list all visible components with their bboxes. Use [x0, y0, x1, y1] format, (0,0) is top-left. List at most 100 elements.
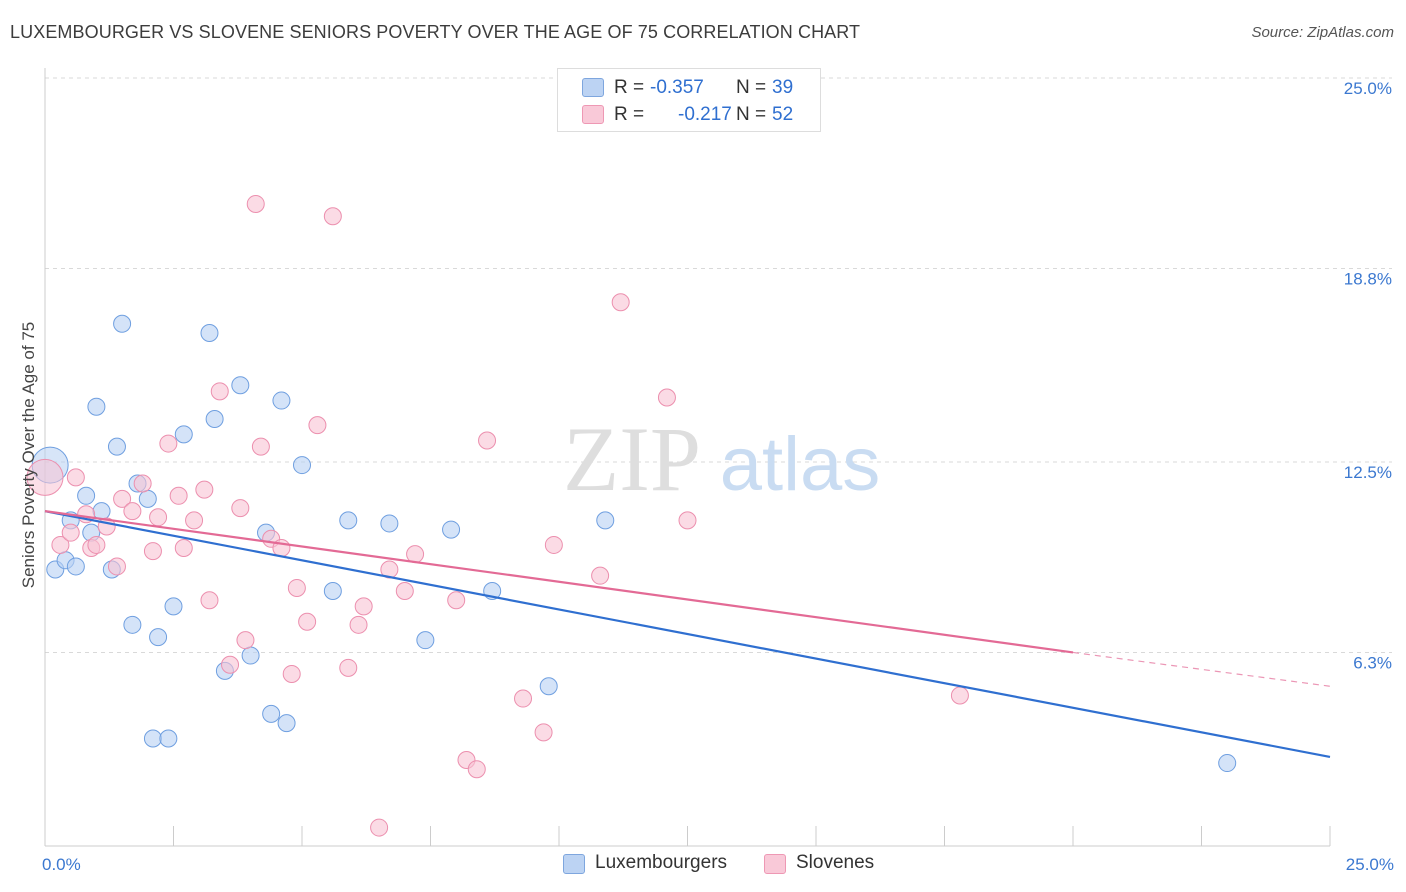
y-axis-label: Seniors Poverty Over the Age of 75: [19, 322, 38, 588]
data-point-slovenes: [26, 458, 64, 496]
chart-title: LUXEMBOURGER VS SLOVENE SENIORS POVERTY …: [10, 22, 861, 42]
data-point-slovenes: [395, 582, 414, 601]
y-tick-label: 6.3%: [1353, 653, 1392, 672]
data-point-luxembourgers: [231, 376, 250, 395]
data-point-luxembourgers: [77, 486, 96, 505]
data-point-slovenes: [185, 511, 204, 530]
data-point-slovenes: [123, 502, 142, 521]
tick-labels: 6.3% 12.5% 18.8% 25.0% 0.0% 25.0%: [42, 79, 1394, 874]
data-point-luxembourgers: [123, 615, 142, 634]
data-point-slovenes: [950, 686, 969, 705]
stats-legend: R = -0.357 N = 39 R = -0.217 N = 52: [557, 68, 821, 132]
data-point-slovenes: [657, 388, 676, 407]
data-point-slovenes: [195, 480, 214, 499]
data-point-slovenes: [61, 523, 80, 542]
data-point-slovenes: [282, 664, 301, 683]
trend-line-luxembourgers: [44, 510, 1331, 758]
data-point-slovenes: [354, 597, 373, 616]
data-point-slovenes: [287, 578, 306, 597]
data-point-slovenes: [143, 542, 162, 561]
data-point-slovenes: [447, 591, 466, 610]
data-point-slovenes: [298, 612, 317, 631]
data-point-slovenes: [51, 535, 70, 554]
data-point-luxembourgers: [241, 646, 260, 665]
data-point-luxembourgers: [143, 729, 162, 748]
trend-line-slovenes: [44, 510, 1074, 654]
n-label: N =: [736, 104, 767, 125]
data-point-luxembourgers: [164, 597, 183, 616]
data-point-luxembourgers: [339, 511, 358, 530]
legend-swatch-slovenes: [582, 105, 604, 124]
watermark: ZIP atlas: [563, 408, 880, 510]
data-point-slovenes: [514, 689, 533, 708]
data-point-luxembourgers: [272, 391, 291, 410]
r-label: R =: [614, 77, 645, 98]
legend-label: Slovenes: [796, 852, 875, 873]
x-tick-label: 0.0%: [42, 855, 81, 874]
data-points: [26, 194, 1237, 837]
data-point-slovenes: [149, 508, 168, 527]
watermark-atlas: atlas: [720, 422, 881, 507]
y-tick-label: 18.8%: [1344, 269, 1392, 288]
data-point-slovenes: [591, 566, 610, 585]
legend-label: Luxembourgers: [595, 852, 728, 873]
data-point-slovenes: [308, 416, 327, 435]
r-value: -0.357: [650, 77, 704, 98]
n-value: 39: [772, 77, 794, 98]
data-point-slovenes: [339, 658, 358, 677]
data-point-slovenes: [370, 818, 389, 837]
data-point-slovenes: [174, 539, 193, 558]
watermark-zip: ZIP: [563, 408, 701, 510]
data-point-luxembourgers: [87, 397, 106, 416]
data-point-slovenes: [611, 293, 630, 312]
data-point-slovenes: [544, 535, 563, 554]
data-point-slovenes: [107, 557, 126, 576]
data-point-slovenes: [349, 615, 368, 634]
data-point-slovenes: [251, 437, 270, 456]
source-label: Source: ZipAtlas.com: [1251, 24, 1394, 41]
data-point-slovenes: [87, 535, 106, 554]
r-label: R =: [614, 104, 645, 125]
data-point-slovenes: [236, 631, 255, 650]
data-point-slovenes: [221, 655, 240, 674]
legend-swatch-luxembourgers: [582, 78, 604, 97]
gridlines: [45, 77, 1392, 653]
n-label: N =: [736, 77, 767, 98]
data-point-luxembourgers: [1218, 754, 1237, 773]
data-point-luxembourgers: [66, 557, 85, 576]
data-point-luxembourgers: [138, 489, 157, 508]
data-point-slovenes: [534, 723, 553, 742]
data-point-slovenes: [246, 194, 265, 213]
data-point-luxembourgers: [293, 456, 311, 475]
data-point-luxembourgers: [205, 409, 224, 428]
data-point-luxembourgers: [159, 729, 178, 748]
data-point-luxembourgers: [416, 631, 435, 650]
data-point-luxembourgers: [200, 323, 219, 342]
trend-extension-slovenes: [1072, 651, 1331, 687]
data-point-luxembourgers: [539, 677, 558, 696]
y-tick-label: 12.5%: [1344, 463, 1392, 482]
y-tick-label: 25.0%: [1344, 79, 1392, 98]
data-point-slovenes: [231, 499, 250, 518]
data-point-luxembourgers: [323, 582, 342, 601]
legend-swatch-luxembourgers: [563, 854, 585, 874]
data-point-slovenes: [467, 760, 486, 779]
legend-swatch-slovenes: [764, 854, 786, 874]
data-point-luxembourgers: [174, 425, 193, 444]
data-point-luxembourgers: [262, 704, 281, 723]
data-point-luxembourgers: [107, 437, 126, 456]
data-point-luxembourgers: [277, 714, 296, 733]
data-point-luxembourgers: [380, 514, 399, 533]
data-point-slovenes: [678, 511, 697, 530]
data-point-slovenes: [478, 431, 497, 450]
data-point-slovenes: [210, 382, 229, 401]
data-point-slovenes: [66, 468, 85, 487]
data-point-luxembourgers: [149, 628, 168, 647]
r-value: -0.217: [678, 104, 732, 125]
data-point-luxembourgers: [442, 520, 461, 539]
n-value: 52: [772, 104, 794, 125]
trend-lines: [44, 510, 1331, 758]
data-point-luxembourgers: [596, 511, 615, 530]
data-point-slovenes: [200, 591, 219, 610]
